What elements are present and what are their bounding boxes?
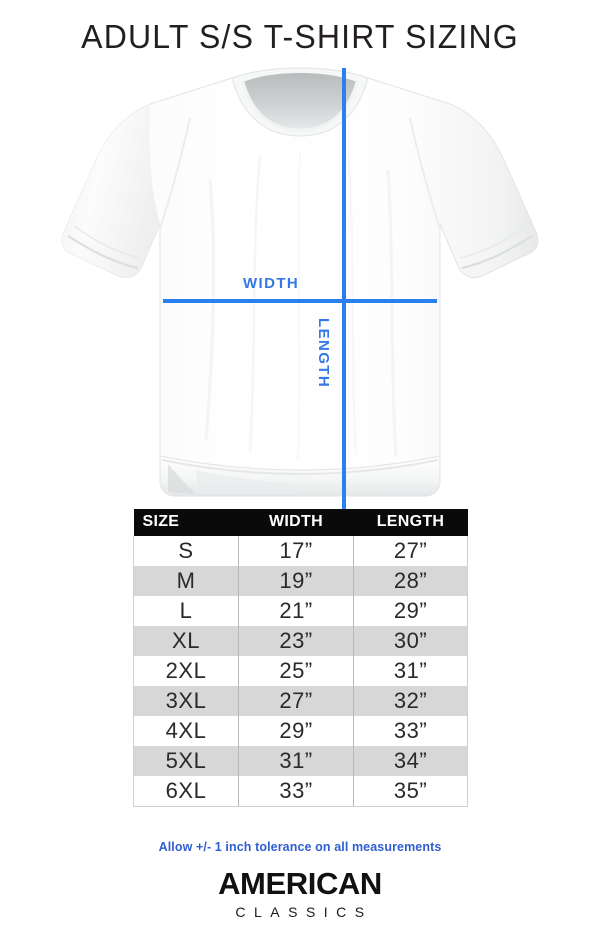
- length-label: LENGTH: [315, 318, 332, 389]
- brand-name-secondary: CLASSICS: [235, 903, 373, 920]
- column-header-width: WIDTH: [238, 509, 354, 536]
- cell-length: 28”: [353, 566, 468, 596]
- cell-size: L: [133, 596, 239, 626]
- cell-length: 27”: [353, 536, 468, 566]
- cell-size: XL: [133, 626, 239, 656]
- cell-length: 29”: [353, 596, 468, 626]
- cell-width: 25”: [238, 656, 354, 686]
- table-header-row: SIZE WIDTH LENGTH: [133, 509, 468, 536]
- cell-width: 31”: [238, 746, 354, 776]
- length-measure-line: [342, 68, 346, 555]
- cell-width: 33”: [238, 776, 354, 807]
- width-measure-line: [163, 299, 437, 303]
- column-header-length: LENGTH: [353, 509, 468, 536]
- cell-size: S: [133, 536, 239, 566]
- table-row: 6XL 33” 35”: [133, 776, 468, 807]
- cell-length: 31”: [353, 656, 468, 686]
- table-row: 4XL 29” 33”: [133, 716, 468, 746]
- width-label: WIDTH: [243, 275, 300, 292]
- tshirt-illustration: WIDTH LENGTH: [0, 60, 600, 555]
- cell-width: 29”: [238, 716, 354, 746]
- brand-logo: AMERICAN CLASSICS: [0, 866, 600, 920]
- cell-length: 34”: [353, 746, 468, 776]
- cell-size: 3XL: [133, 686, 239, 716]
- table-row: S 17” 27”: [133, 536, 468, 566]
- cell-length: 33”: [353, 716, 468, 746]
- cell-width: 17”: [238, 536, 354, 566]
- cell-length: 35”: [353, 776, 468, 807]
- table-row: 2XL 25” 31”: [133, 656, 468, 686]
- table-row: M 19” 28”: [133, 566, 468, 596]
- table-body: S 17” 27” M 19” 28” L 21” 29” XL 23” 30”…: [133, 536, 468, 807]
- cell-size: 4XL: [133, 716, 239, 746]
- cell-length: 30”: [353, 626, 468, 656]
- cell-width: 21”: [238, 596, 354, 626]
- tolerance-note: Allow +/- 1 inch tolerance on all measur…: [158, 840, 442, 854]
- cell-width: 19”: [238, 566, 354, 596]
- cell-length: 32”: [353, 686, 468, 716]
- cell-size: 5XL: [133, 746, 239, 776]
- cell-width: 23”: [238, 626, 354, 656]
- cell-size: M: [133, 566, 239, 596]
- size-chart-table: SIZE WIDTH LENGTH S 17” 27” M 19” 28” L …: [133, 509, 468, 807]
- cell-size: 2XL: [133, 656, 239, 686]
- column-header-size: SIZE: [133, 509, 239, 536]
- cell-width: 27”: [238, 686, 354, 716]
- table-row: XL 23” 30”: [133, 626, 468, 656]
- brand-name-primary: AMERICAN: [218, 866, 382, 901]
- cell-size: 6XL: [133, 776, 239, 807]
- table-row: 5XL 31” 34”: [133, 746, 468, 776]
- table-row: L 21” 29”: [133, 596, 468, 626]
- table-row: 3XL 27” 32”: [133, 686, 468, 716]
- table-header: SIZE WIDTH LENGTH: [133, 509, 468, 536]
- tshirt-graphic: [61, 67, 539, 497]
- page-title: ADULT S/S T-SHIRT SIZING: [81, 18, 519, 55]
